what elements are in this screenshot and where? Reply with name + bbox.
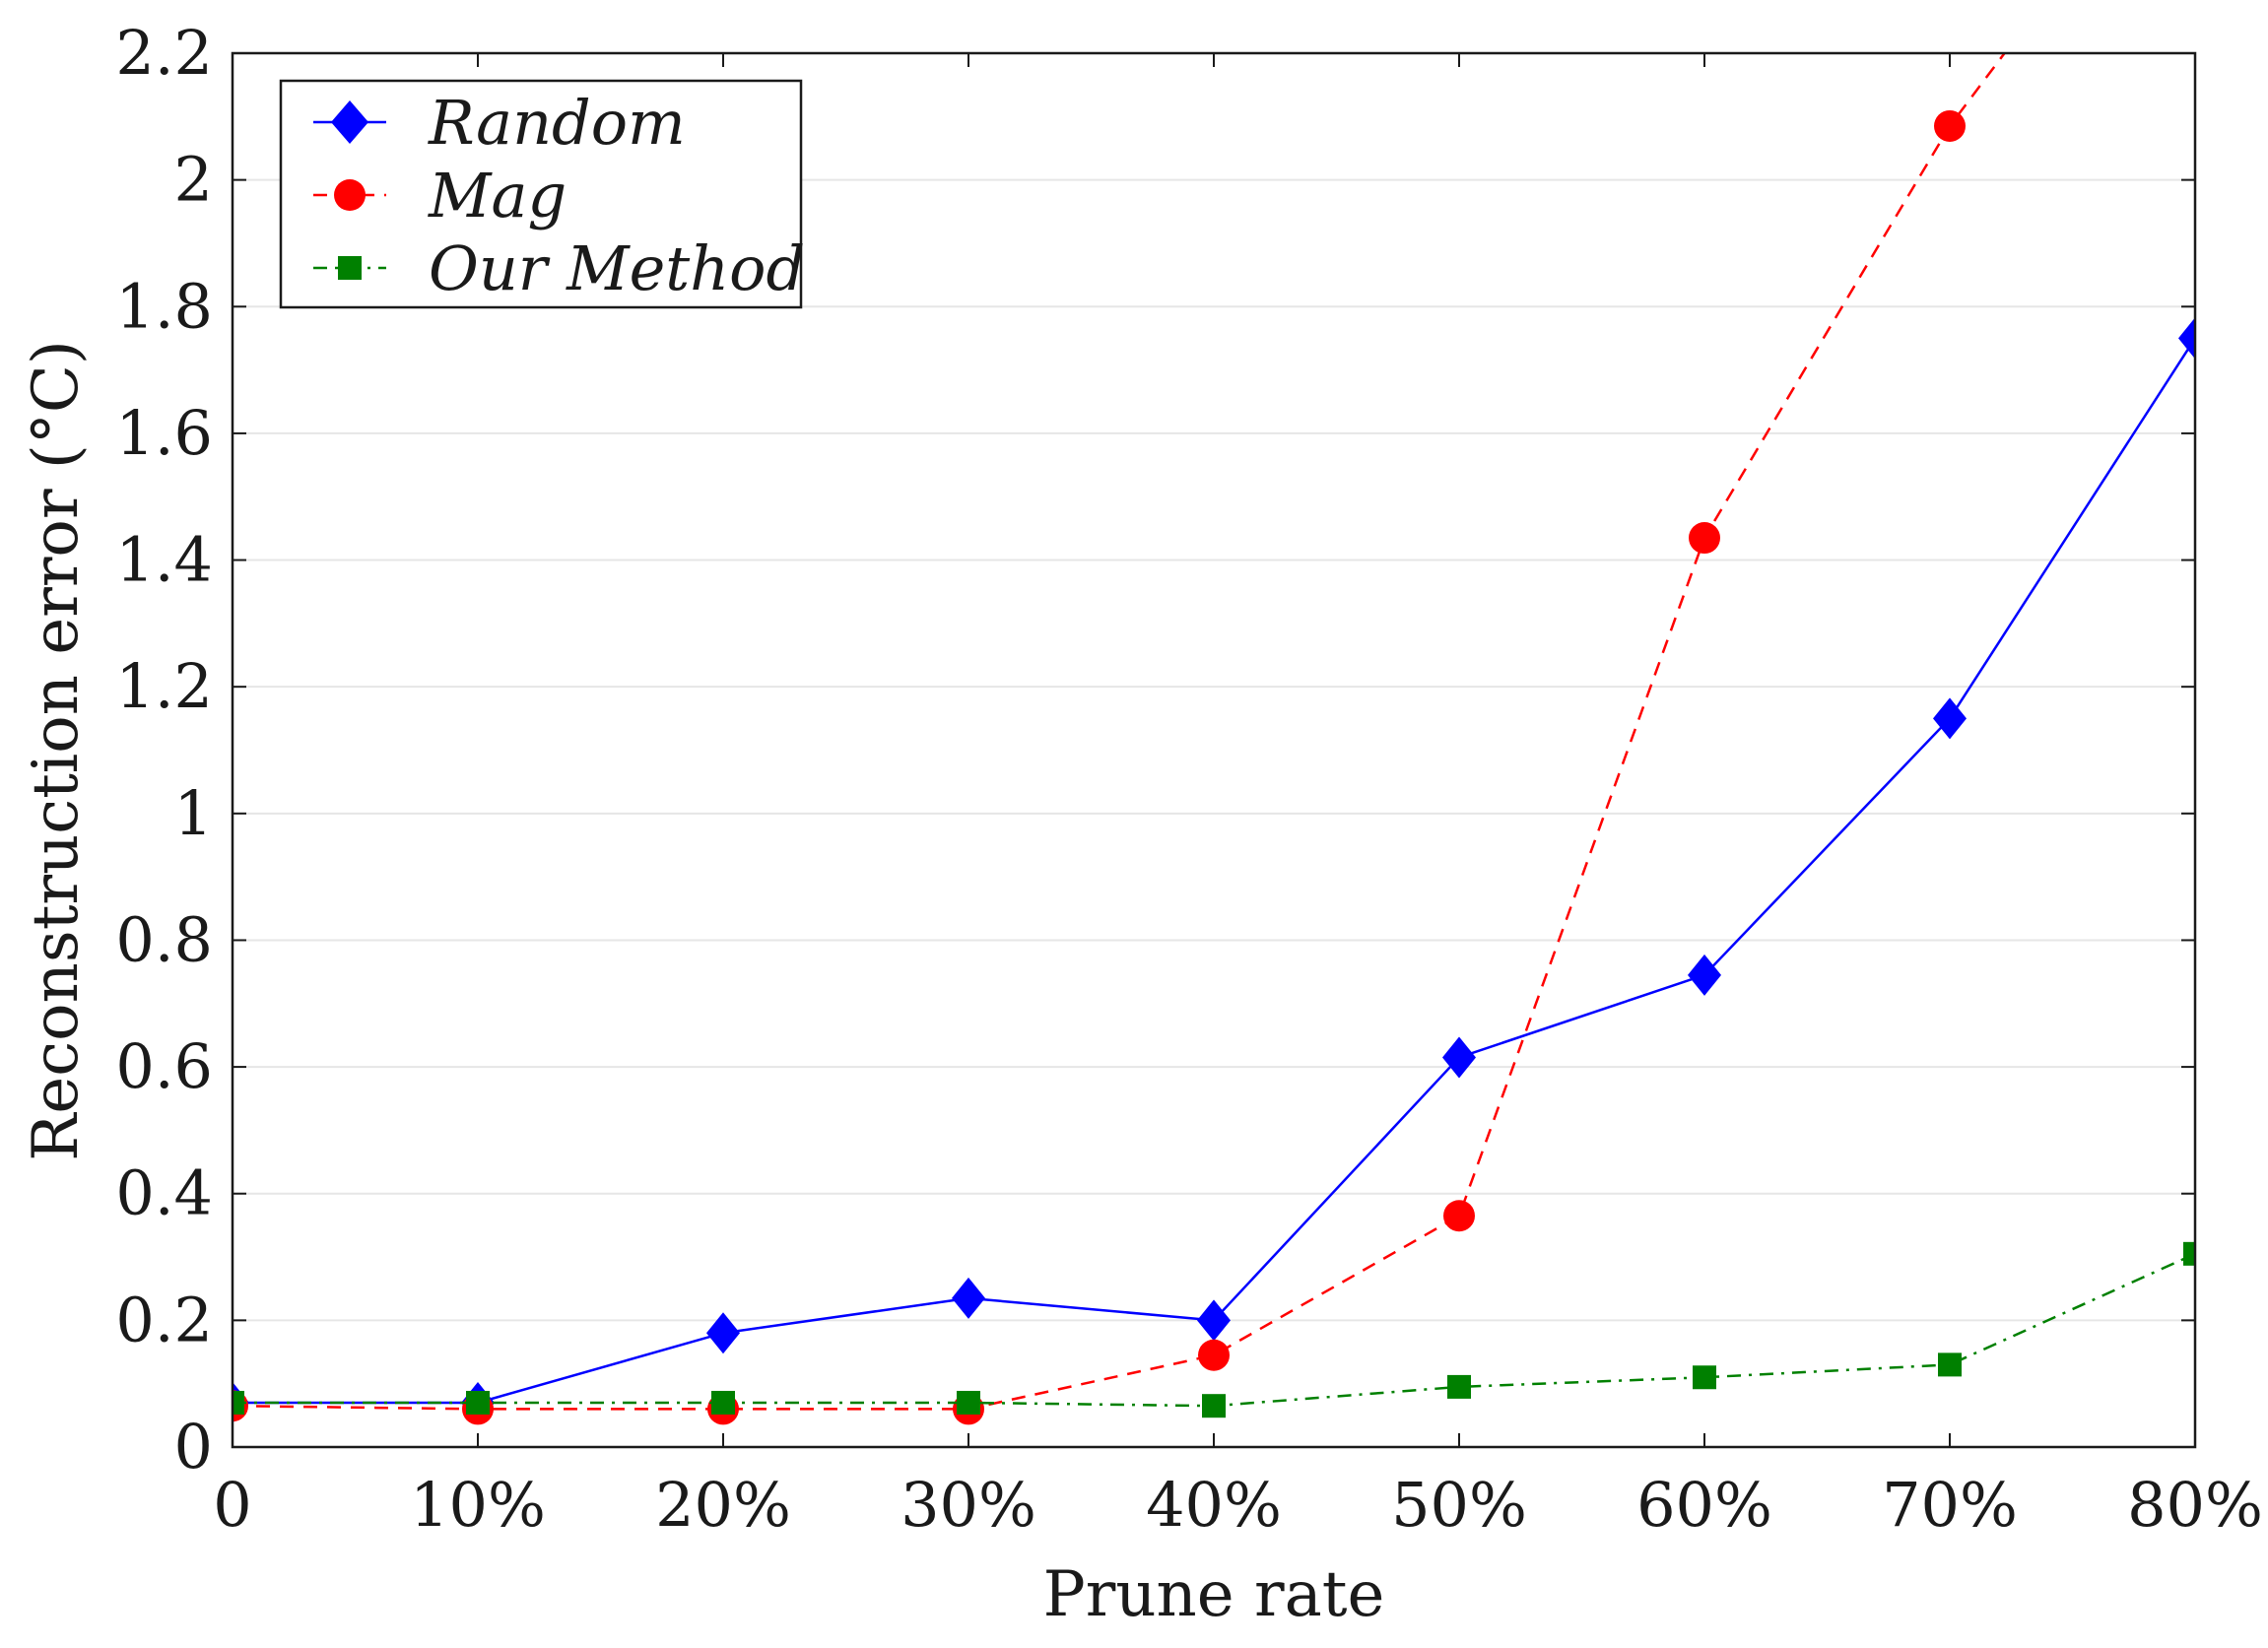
legend-label-random: Random bbox=[428, 87, 686, 159]
data-point-random bbox=[2178, 317, 2195, 360]
data-point-random bbox=[952, 1277, 985, 1319]
y-tick-label: 1 bbox=[174, 777, 213, 849]
data-point-our-method bbox=[466, 1390, 490, 1415]
y-tick-label: 1.4 bbox=[115, 524, 213, 596]
legend-circle-marker bbox=[334, 179, 366, 211]
data-point-mag bbox=[1443, 1200, 1475, 1232]
legend-diamond-marker bbox=[331, 100, 368, 144]
series-layer bbox=[233, 53, 2195, 1425]
legend: Random Mag Our Method bbox=[279, 79, 805, 309]
y-tick-label: 0.4 bbox=[115, 1157, 213, 1229]
y-tick-label: 0.2 bbox=[115, 1284, 213, 1355]
data-point-random bbox=[1688, 954, 1721, 996]
x-tick-label: 50% bbox=[1391, 1469, 1527, 1541]
y-tick-label: 1.8 bbox=[115, 270, 213, 342]
data-point-mag bbox=[1934, 109, 1966, 142]
y-tick-label: 0 bbox=[174, 1411, 213, 1483]
data-point-random bbox=[1442, 1036, 1476, 1079]
x-tick-label: 10% bbox=[410, 1469, 546, 1541]
x-tick-label: 80% bbox=[2127, 1469, 2263, 1541]
y-tick-label: 0.8 bbox=[115, 903, 213, 975]
data-point-our-method bbox=[2183, 1241, 2195, 1266]
data-point-random bbox=[706, 1312, 740, 1354]
x-tick-label: 70% bbox=[1882, 1469, 2018, 1541]
axis-ticks: 0 0.2 0.4 0.6 0.8 1 1.2 1.4 1.6 1.8 2 2.2 0 10% 20% 30%… bbox=[115, 17, 2263, 1541]
legend-square-marker bbox=[338, 256, 362, 280]
y-tick-label: 2.2 bbox=[115, 17, 213, 89]
x-axis-title: Prune rate bbox=[1043, 1558, 1385, 1631]
x-tick-label: 20% bbox=[655, 1469, 791, 1541]
data-point-random bbox=[1197, 1299, 1231, 1342]
data-point-mag bbox=[1198, 1339, 1230, 1371]
data-point-mag bbox=[1689, 522, 1720, 555]
y-axis-title: Reconstruction error (°C) bbox=[20, 340, 93, 1161]
data-point-our-method bbox=[1693, 1365, 1716, 1390]
data-point-our-method bbox=[957, 1390, 980, 1415]
y-tick-label: 1.6 bbox=[115, 397, 213, 469]
x-tick-label: 40% bbox=[1146, 1469, 1282, 1541]
x-tick-label: 0 bbox=[213, 1469, 251, 1541]
x-tick-label: 30% bbox=[901, 1469, 1036, 1541]
y-tick-label: 2 bbox=[174, 144, 213, 216]
data-point-our-method bbox=[1938, 1352, 1962, 1377]
x-tick-label: 60% bbox=[1636, 1469, 1772, 1541]
data-point-our-method bbox=[1447, 1374, 1471, 1399]
y-tick-label: 1.2 bbox=[115, 650, 213, 722]
data-point-random bbox=[1933, 697, 1967, 740]
data-point-our-method bbox=[233, 1390, 244, 1415]
legend-label-mag: Mag bbox=[428, 160, 567, 231]
legend-label-our-method: Our Method bbox=[429, 232, 805, 304]
data-point-our-method bbox=[711, 1390, 735, 1415]
y-tick-label: 0.6 bbox=[115, 1030, 213, 1102]
data-point-our-method bbox=[1202, 1394, 1226, 1418]
